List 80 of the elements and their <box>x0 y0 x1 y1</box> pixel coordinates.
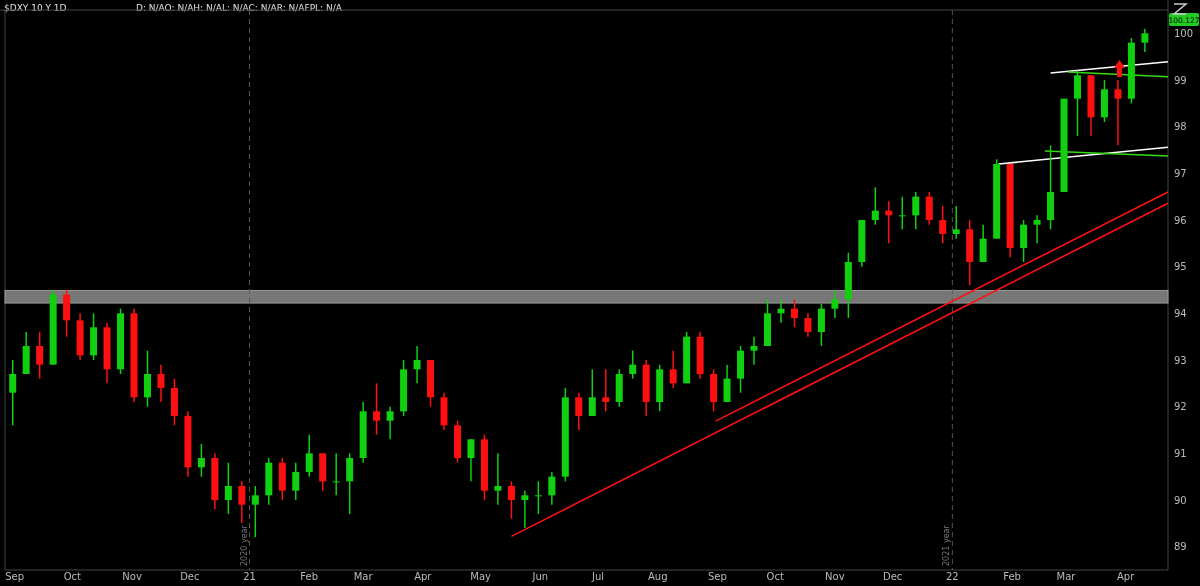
candlestick <box>804 312 812 338</box>
candlestick <box>817 303 825 347</box>
candlestick <box>1141 27 1149 53</box>
candlestick <box>332 452 340 497</box>
candlestick <box>494 452 502 506</box>
x-tick-label: Apr <box>414 570 433 582</box>
candlestick <box>9 359 17 427</box>
candlestick <box>386 405 394 441</box>
x-tick-label: Dec <box>180 570 200 582</box>
candlestick <box>831 289 839 319</box>
candlestick <box>1033 214 1041 245</box>
candlestick <box>602 368 610 413</box>
candlestick <box>979 223 987 263</box>
candlestick <box>548 471 556 506</box>
candlestick <box>898 195 906 231</box>
candlestick <box>467 438 475 483</box>
y-tick-label: 92 <box>1174 401 1187 413</box>
y-tick-label: 89 <box>1174 541 1187 553</box>
y-tick-label: 96 <box>1174 214 1187 226</box>
candlestick <box>790 298 798 329</box>
candlestick <box>952 205 960 240</box>
candlestick <box>157 363 165 403</box>
x-tick-label: Nov <box>122 570 142 582</box>
candlestick <box>413 345 421 385</box>
y-tick-label: 97 <box>1174 167 1187 179</box>
candlestick <box>939 205 947 245</box>
candlestick <box>1114 79 1122 147</box>
candlestick <box>305 433 313 478</box>
candlestick <box>750 335 758 366</box>
y-tick-label: 90 <box>1174 494 1187 506</box>
candlestick <box>1074 69 1081 137</box>
x-tick-label: Mar <box>353 570 374 582</box>
y-tick-label: 100 <box>1174 27 1194 39</box>
candlestick <box>588 368 596 417</box>
x-tick-label: Aug <box>647 570 668 582</box>
x-tick-label: Sep <box>5 570 25 582</box>
y-tick-label: 95 <box>1174 261 1187 273</box>
candlestick <box>197 443 205 478</box>
candlestick <box>925 191 933 226</box>
candlestick <box>629 349 637 380</box>
candlestick <box>346 452 354 515</box>
candlestick <box>521 489 529 529</box>
y-tick-label: 99 <box>1174 74 1187 86</box>
y-tick-label: 98 <box>1174 121 1187 133</box>
candlestick <box>912 191 920 231</box>
x-tick-label: Sep <box>708 570 727 582</box>
x-tick-label: Jul <box>591 570 605 582</box>
candlestick <box>723 363 731 403</box>
x-tick-label: 21 <box>243 570 256 582</box>
chart-title: $DXY 10 Y 1D <box>4 3 67 14</box>
candlestick <box>669 349 677 389</box>
candlestick <box>373 382 381 436</box>
x-tick-label: 22 <box>945 570 959 582</box>
candlestick <box>251 485 259 539</box>
ref-line-label: 2021 year <box>942 524 952 566</box>
ref-line-label: 2020 year <box>239 524 249 566</box>
x-tick-label: Dec <box>882 570 903 582</box>
y-tick-label: 91 <box>1174 447 1187 459</box>
candlestick <box>534 480 542 515</box>
candlestick <box>871 186 879 226</box>
candlestick <box>143 349 151 408</box>
x-tick-label: Apr <box>1116 570 1136 582</box>
y-tick-label: 94 <box>1174 307 1187 319</box>
x-tick-label: Feb <box>1003 570 1021 582</box>
x-tick-label: Oct <box>63 570 82 582</box>
x-tick-label: Oct <box>766 570 784 582</box>
candlestick <box>224 461 232 515</box>
candlestick <box>292 461 300 501</box>
candlestick <box>36 331 44 380</box>
x-tick-label: Mar <box>1056 570 1077 582</box>
x-tick-label: Feb <box>300 570 319 582</box>
x-tick-label: May <box>470 570 492 582</box>
chart-subtitle: D: N/AO: N/AH: N/AL: N/AC: N/AR: N/AFPL: N/A <box>136 3 343 14</box>
candlestick <box>1020 219 1028 263</box>
x-tick-label: Jun <box>531 570 549 582</box>
y-tick-label: 93 <box>1174 354 1187 366</box>
candlestick <box>238 480 246 525</box>
candlestick <box>507 480 515 520</box>
x-tick-label: Nov <box>825 570 845 582</box>
candlestick <box>575 391 583 431</box>
